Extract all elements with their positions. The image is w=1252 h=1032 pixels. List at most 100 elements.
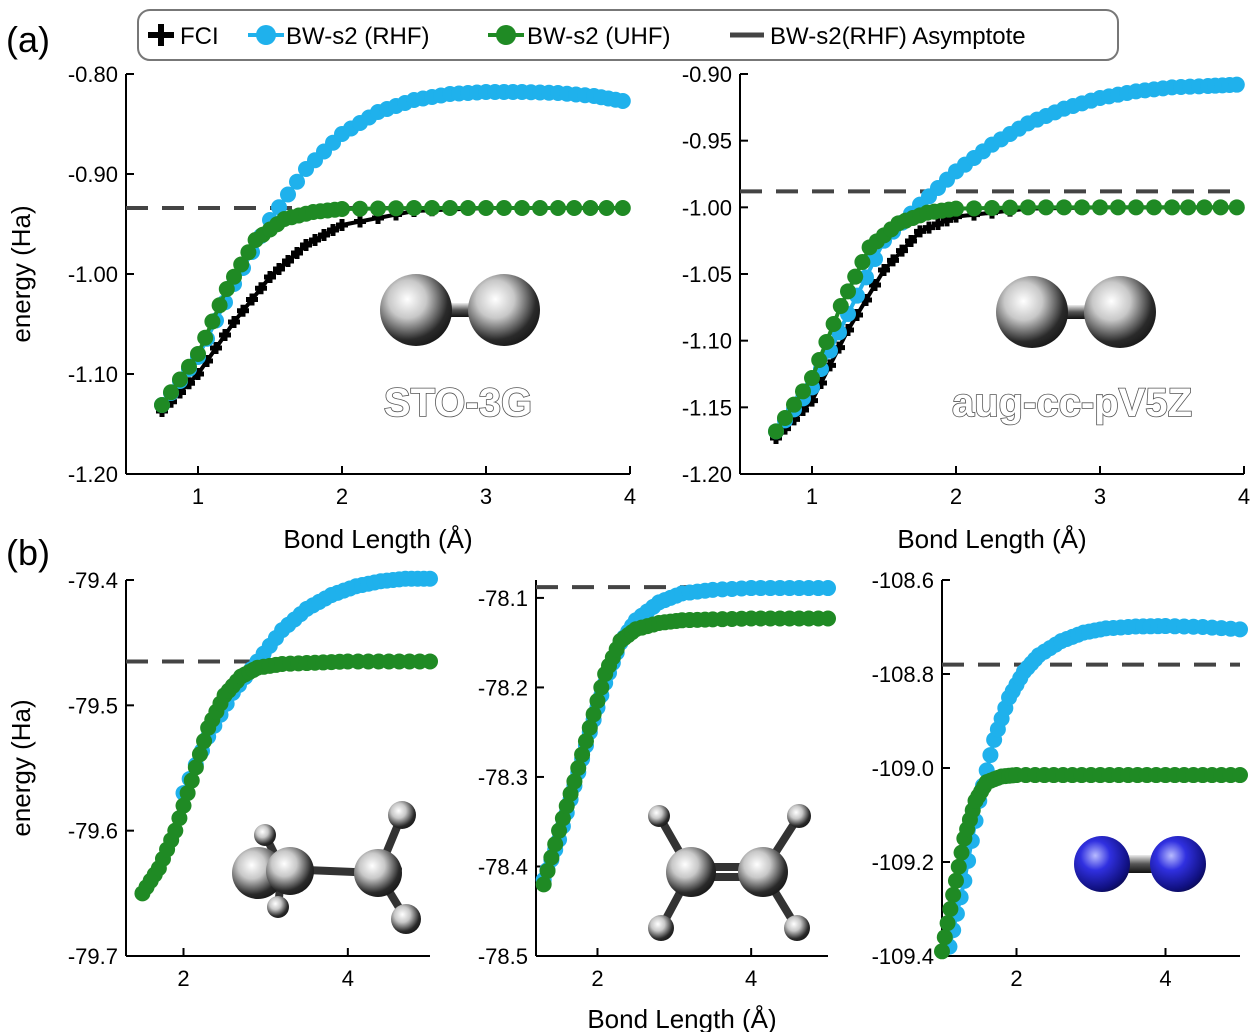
data-point-fci xyxy=(896,244,908,257)
y-axis-label: energy (Ha) xyxy=(6,205,36,342)
data-point-uhf xyxy=(804,370,820,386)
x-tick-label: 2 xyxy=(950,484,962,509)
data-point-uhf xyxy=(442,200,458,216)
data-point-uhf xyxy=(352,200,368,217)
data-point-uhf xyxy=(179,785,196,802)
h2-molecule-icon xyxy=(380,274,540,346)
data-point-uhf xyxy=(1146,199,1162,216)
data-point-fci xyxy=(264,271,276,283)
plot-h2-sto3g: -1.20 -1.10 -1.00 -0.90 -0.80 1 2 3 4 energy (Ha)… xyxy=(6,62,636,554)
data-point-uhf xyxy=(1128,199,1144,216)
x-tick-label: 2 xyxy=(177,966,189,991)
data-point-uhf xyxy=(598,200,615,216)
data-point-rhf xyxy=(614,93,631,109)
data-point-uhf xyxy=(582,200,599,216)
data-point-uhf xyxy=(589,692,606,709)
h2-molecule-icon xyxy=(996,276,1156,348)
panel-label-a: (a) xyxy=(6,19,50,60)
data-point-uhf xyxy=(388,200,404,217)
plot-h2-augccpv5z: -1.20 -1.15 -1.10 -1.05 -1.00 -0.95 -0.90 1 2 3 4 B… xyxy=(682,62,1250,554)
y-tick-label: -109.2 xyxy=(872,850,934,875)
data-point-uhf xyxy=(496,200,512,216)
y-tick-label: -1.00 xyxy=(682,195,732,220)
data-point-fci xyxy=(309,234,321,246)
data-point-uhf xyxy=(204,313,221,330)
x-tick-label: 4 xyxy=(342,966,354,991)
data-point-uhf xyxy=(570,760,587,776)
data-point-uhf xyxy=(1092,199,1108,216)
data-point-uhf xyxy=(1056,199,1072,216)
data-point-uhf xyxy=(574,746,591,763)
data-point-uhf xyxy=(187,759,204,776)
data-point-uhf xyxy=(1212,199,1229,216)
data-point-uhf xyxy=(936,929,953,946)
data-point-fci xyxy=(905,235,917,247)
data-point-uhf xyxy=(424,200,440,216)
ethane-molecule-icon xyxy=(232,801,421,934)
data-point-uhf xyxy=(175,797,192,814)
x-tick-label: 4 xyxy=(745,966,757,991)
legend-box xyxy=(137,9,1119,61)
y-tick-label: -79.5 xyxy=(68,693,118,718)
data-point-uhf xyxy=(167,822,184,839)
data-point-fci xyxy=(300,239,312,251)
y-tick-label: -78.1 xyxy=(478,586,528,611)
y-axis-label: energy (Ha) xyxy=(6,699,36,836)
data-point-fci xyxy=(327,224,339,236)
data-point-uhf xyxy=(240,244,257,261)
legend-item-rhf: BW-s2 (RHF) xyxy=(248,23,430,50)
y-tick-label: -1.05 xyxy=(682,262,732,287)
y-tick-label: -0.95 xyxy=(682,129,732,154)
data-point-uhf xyxy=(535,876,552,893)
annotation-sto3g: STO-3G xyxy=(384,381,532,425)
data-point-uhf xyxy=(768,423,784,440)
y-tick-label: -0.80 xyxy=(68,62,118,87)
plot-ethylene: -78.5 -78.4 -78.3 -78.2 -78.1 2 4 Bond Length (… xyxy=(478,580,836,1032)
x-axis-label: Bond Length (Å) xyxy=(587,1004,776,1032)
plot-ethane: -79.7 -79.6 -79.5 -79.4 2 4 energy (Ha) xyxy=(6,568,438,991)
data-point-uhf xyxy=(1180,199,1197,216)
data-point-fci xyxy=(246,293,258,306)
data-point-uhf xyxy=(577,733,594,750)
data-point-uhf xyxy=(1002,199,1018,216)
series-line-rhf xyxy=(160,90,624,407)
y-tick-label: -79.6 xyxy=(68,819,118,844)
data-point-uhf xyxy=(460,200,476,216)
y-tick-label: -1.20 xyxy=(682,462,732,487)
y-tick-label: -78.3 xyxy=(478,765,528,790)
data-point-uhf xyxy=(1110,199,1126,216)
data-point-uhf xyxy=(171,810,188,827)
data-point-uhf xyxy=(953,844,970,861)
data-point-uhf xyxy=(1196,199,1213,216)
x-tick-label: 2 xyxy=(336,484,348,509)
data-point-fci xyxy=(354,215,366,228)
data-point-uhf xyxy=(1074,199,1090,216)
data-point-uhf xyxy=(218,281,235,297)
data-point-uhf xyxy=(984,200,1000,216)
data-point-uhf xyxy=(614,200,631,216)
panel-label-b: (b) xyxy=(6,532,50,573)
data-point-uhf xyxy=(945,886,962,903)
y-tick-label: -78.2 xyxy=(478,675,528,700)
data-point-fci xyxy=(228,316,240,328)
data-point-uhf xyxy=(820,610,836,627)
x-tick-label: 1 xyxy=(192,484,204,509)
y-tick-label: -109.0 xyxy=(872,756,934,781)
data-point-uhf xyxy=(514,200,530,216)
data-point-uhf xyxy=(566,773,583,790)
n2-molecule-icon xyxy=(1074,836,1206,892)
y-tick-label: -0.90 xyxy=(68,162,118,187)
legend: FCI BW-s2 (RHF) BW-s2 (UHF) BW-s2(RHF) A… xyxy=(137,9,1119,61)
data-point-uhf xyxy=(825,316,842,332)
data-point-uhf xyxy=(554,810,571,827)
y-tick-label: -78.5 xyxy=(478,944,528,969)
data-point-uhf xyxy=(786,396,802,413)
x-tick-label: 2 xyxy=(591,966,603,991)
data-point-uhf xyxy=(942,901,959,917)
data-point-uhf xyxy=(939,915,956,932)
data-point-uhf xyxy=(593,679,610,696)
x-axis-label: Bond Length (Å) xyxy=(283,524,472,554)
data-point-uhf xyxy=(950,858,967,875)
legend-item-asymptote: BW-s2(RHF) Asymptote xyxy=(730,23,1026,50)
data-point-uhf xyxy=(832,298,849,314)
